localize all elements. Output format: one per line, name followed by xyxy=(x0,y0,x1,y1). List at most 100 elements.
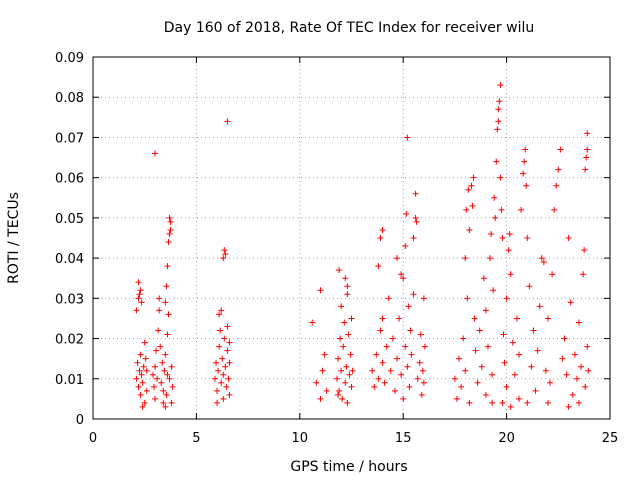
data-point xyxy=(402,243,409,250)
data-point xyxy=(389,335,396,342)
y-axis-label: ROTI / TECUs xyxy=(6,192,22,284)
data-point xyxy=(466,399,473,406)
data-point xyxy=(224,347,231,354)
data-point xyxy=(348,383,355,390)
data-point xyxy=(492,214,499,221)
data-point xyxy=(216,311,223,318)
data-point xyxy=(405,303,412,310)
data-point xyxy=(499,399,506,406)
data-point xyxy=(221,335,228,342)
data-point xyxy=(507,403,514,410)
x-tick-label: 20 xyxy=(498,431,515,446)
data-point xyxy=(149,371,156,378)
data-point xyxy=(523,182,530,189)
data-point xyxy=(347,351,354,358)
data-point xyxy=(414,375,421,382)
data-point xyxy=(137,351,144,358)
data-point xyxy=(165,239,172,246)
data-point xyxy=(139,403,146,410)
data-point xyxy=(581,247,588,254)
data-point xyxy=(383,343,390,350)
x-axis-label: GPS time / hours xyxy=(290,459,407,475)
axis-ticks xyxy=(92,56,611,420)
data-point xyxy=(465,186,472,193)
data-point xyxy=(500,331,507,338)
data-point xyxy=(563,371,570,378)
data-point xyxy=(162,299,169,306)
data-point xyxy=(524,235,531,241)
data-point xyxy=(349,367,356,374)
data-point xyxy=(565,403,572,410)
data-point xyxy=(166,375,173,382)
data-point xyxy=(536,303,543,310)
data-point xyxy=(544,315,551,322)
data-point xyxy=(456,355,463,362)
data-point xyxy=(137,391,144,398)
data-point xyxy=(137,287,144,294)
data-point xyxy=(488,230,495,237)
data-point xyxy=(555,166,562,173)
data-point xyxy=(419,367,426,374)
data-point xyxy=(336,267,343,274)
data-point xyxy=(505,247,512,254)
data-point xyxy=(544,399,551,406)
y-tick-label: 0.01 xyxy=(55,373,84,388)
data-point xyxy=(496,98,503,105)
data-point xyxy=(219,355,226,362)
data-point xyxy=(373,351,380,358)
data-point xyxy=(584,343,591,350)
data-point xyxy=(489,371,496,378)
data-point xyxy=(528,363,535,370)
data-point xyxy=(344,399,351,406)
data-point xyxy=(451,375,458,382)
data-point xyxy=(375,375,382,382)
data-point xyxy=(339,395,346,402)
data-point xyxy=(319,367,326,374)
data-point xyxy=(221,247,228,254)
data-point xyxy=(218,379,225,386)
data-point xyxy=(385,295,392,302)
data-point xyxy=(404,363,411,370)
data-point xyxy=(578,363,585,370)
data-point xyxy=(337,335,344,342)
data-point xyxy=(520,170,527,177)
data-point xyxy=(160,387,167,394)
data-point xyxy=(410,235,417,241)
data-point xyxy=(509,339,516,346)
data-point xyxy=(573,375,580,382)
data-point xyxy=(463,206,470,213)
data-point xyxy=(153,347,160,354)
data-point xyxy=(214,387,221,394)
data-point xyxy=(493,158,500,165)
data-point xyxy=(393,355,400,362)
data-point xyxy=(161,367,168,374)
data-point xyxy=(340,343,347,350)
data-point xyxy=(462,367,469,374)
data-point xyxy=(499,235,506,241)
data-point xyxy=(490,287,497,294)
data-point xyxy=(225,375,232,382)
data-point xyxy=(584,130,591,137)
x-tick-label: 25 xyxy=(602,431,619,446)
data-point xyxy=(565,235,572,241)
data-point xyxy=(136,367,143,374)
data-point xyxy=(472,347,479,354)
data-point xyxy=(393,255,400,262)
data-point xyxy=(371,383,378,390)
data-point xyxy=(391,387,398,394)
data-point xyxy=(575,399,582,406)
data-point xyxy=(524,399,531,406)
data-point xyxy=(532,387,539,394)
data-point xyxy=(375,263,382,270)
data-point xyxy=(214,399,221,406)
data-point xyxy=(418,391,425,398)
data-point xyxy=(460,335,467,342)
data-point xyxy=(342,379,349,386)
data-point xyxy=(224,323,231,330)
data-point xyxy=(134,359,141,366)
data-point xyxy=(159,359,166,366)
data-point xyxy=(474,379,481,386)
data-point xyxy=(498,206,505,213)
data-point xyxy=(168,399,175,406)
